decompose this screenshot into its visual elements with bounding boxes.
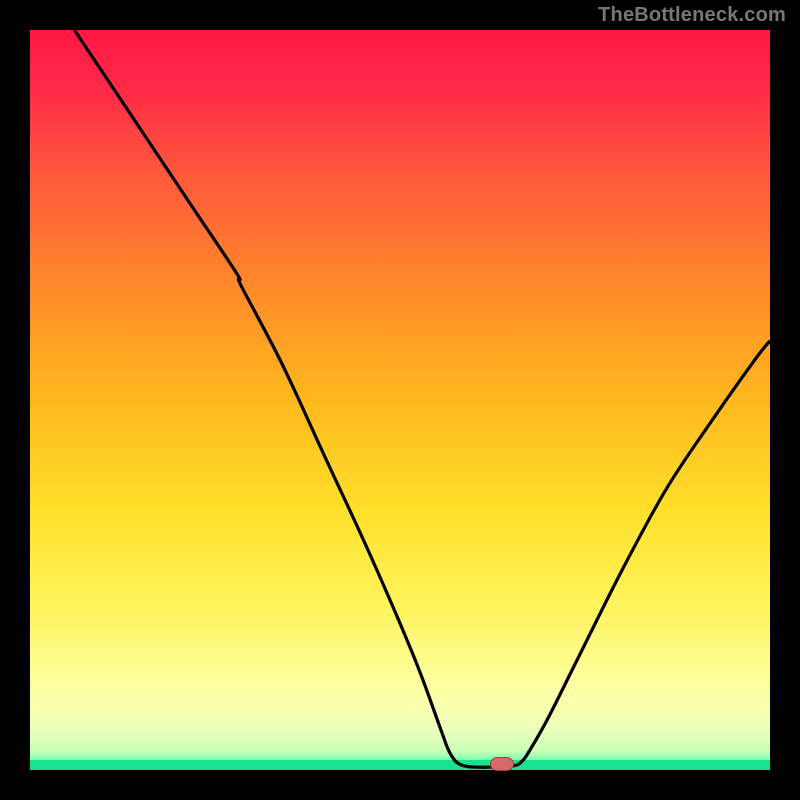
optimal-marker-pill <box>491 758 514 771</box>
optimal-marker <box>490 757 514 771</box>
plot-area <box>30 30 770 770</box>
optimal-band <box>30 760 770 770</box>
bottleneck-gradient <box>30 30 770 770</box>
chart-frame: TheBottleneck.com <box>0 0 800 800</box>
watermark-text: TheBottleneck.com <box>598 4 786 27</box>
